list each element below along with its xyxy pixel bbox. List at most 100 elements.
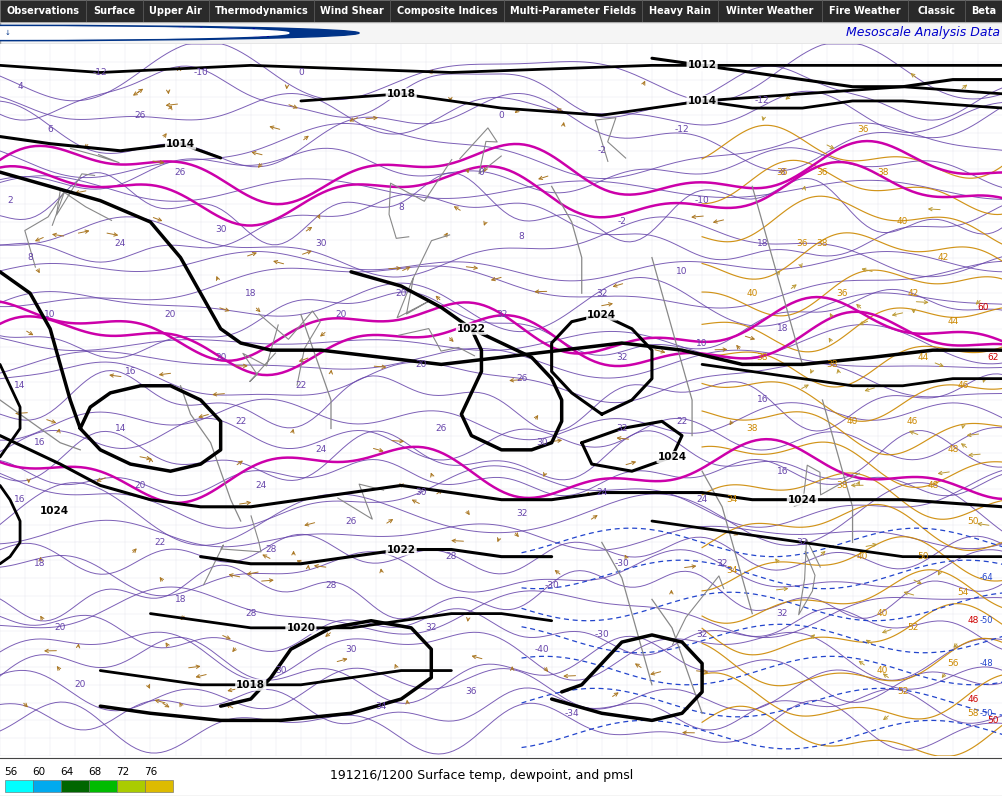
Text: 36: 36 [856, 125, 868, 134]
Text: 38: 38 [836, 481, 848, 490]
Text: 14: 14 [14, 381, 26, 390]
Text: -50: -50 [979, 708, 992, 718]
Text: 40: 40 [846, 417, 858, 426]
Text: 8: 8 [27, 253, 33, 262]
Text: Observations: Observations [6, 6, 79, 16]
Text: 1022: 1022 [387, 544, 415, 555]
Text: 1024: 1024 [656, 452, 686, 462]
Text: 18: 18 [34, 560, 46, 568]
Text: 26: 26 [345, 517, 357, 525]
Text: 18: 18 [174, 595, 186, 604]
Text: 1018: 1018 [387, 89, 415, 99]
Bar [503, 0, 641, 22]
Text: -50: -50 [979, 616, 992, 625]
Text: 10: 10 [44, 310, 56, 319]
Text: 24: 24 [114, 239, 126, 248]
Text: 32: 32 [715, 560, 727, 568]
Bar [89, 780, 117, 792]
Text: Mesoscale Analysis Data: Mesoscale Analysis Data [845, 26, 999, 39]
Text: 22: 22 [234, 417, 246, 426]
Text: 32: 32 [495, 310, 507, 319]
Text: -30: -30 [544, 580, 558, 590]
Text: 38: 38 [745, 424, 758, 433]
Bar [142, 0, 209, 22]
Text: 48: 48 [946, 445, 958, 455]
Text: -8: -8 [778, 168, 786, 177]
Bar [717, 0, 822, 22]
Text: 0: 0 [478, 168, 484, 177]
Text: 20: 20 [415, 360, 427, 369]
Text: 1012: 1012 [687, 60, 715, 70]
Text: -10: -10 [694, 196, 708, 205]
Text: 48: 48 [966, 616, 978, 625]
Text: 20: 20 [54, 623, 66, 632]
Text: -12: -12 [93, 68, 107, 77]
Bar [5, 780, 33, 792]
Text: 46: 46 [906, 417, 918, 426]
Text: 6: 6 [47, 125, 53, 134]
Text: 22: 22 [675, 417, 687, 426]
Text: ↓: ↓ [5, 30, 11, 36]
Text: 52: 52 [906, 623, 918, 632]
Text: 36: 36 [816, 168, 828, 177]
Circle shape [0, 27, 289, 39]
Text: 26: 26 [515, 374, 527, 383]
Text: -64: -64 [978, 573, 992, 583]
Text: 1020: 1020 [287, 622, 315, 633]
Text: 68: 68 [88, 767, 101, 777]
Text: 24: 24 [315, 445, 327, 455]
Bar [61, 780, 89, 792]
Text: 64: 64 [60, 767, 73, 777]
Text: 22: 22 [154, 538, 166, 547]
Text: 42: 42 [936, 253, 948, 262]
Text: 40: 40 [856, 552, 868, 561]
Text: 28: 28 [244, 609, 257, 618]
Text: 60: 60 [32, 767, 45, 777]
Text: 191216/1200 Surface temp, dewpoint, and pmsl: 191216/1200 Surface temp, dewpoint, and … [330, 770, 632, 782]
Bar [390, 0, 503, 22]
Text: 32: 32 [615, 353, 627, 361]
Text: -2: -2 [597, 146, 605, 155]
Text: 62: 62 [986, 353, 998, 361]
Text: 0: 0 [498, 111, 504, 119]
Text: 30: 30 [345, 645, 357, 654]
Text: 32: 32 [796, 538, 808, 547]
Text: 1014: 1014 [165, 139, 195, 149]
Bar [907, 0, 964, 22]
Text: 40: 40 [896, 217, 908, 227]
Text: 40: 40 [876, 666, 888, 675]
Text: 18: 18 [776, 324, 788, 334]
Text: Winter Weather: Winter Weather [725, 6, 813, 16]
Text: 54: 54 [956, 587, 968, 597]
Text: 32: 32 [695, 630, 707, 639]
Bar [85, 0, 142, 22]
Text: 24: 24 [255, 481, 267, 490]
Text: 14: 14 [114, 424, 126, 433]
Text: 22: 22 [295, 381, 307, 390]
Text: 26: 26 [435, 424, 447, 433]
Text: NOAA/NWS/Storm Prediction Center: NOAA/NWS/Storm Prediction Center [20, 26, 272, 39]
Text: 32: 32 [776, 609, 788, 618]
Text: 72: 72 [116, 767, 129, 777]
Text: 28: 28 [325, 580, 337, 590]
Text: 26: 26 [134, 111, 146, 119]
Text: Composite Indices: Composite Indices [396, 6, 497, 16]
Text: 2: 2 [7, 196, 13, 205]
Text: 50: 50 [916, 552, 928, 561]
Text: 34: 34 [725, 567, 737, 576]
Text: 1022: 1022 [457, 324, 485, 334]
Text: 46: 46 [956, 381, 968, 390]
Text: 32: 32 [615, 424, 627, 433]
Bar [641, 0, 717, 22]
Bar [209, 0, 314, 22]
Text: Heavy Rain: Heavy Rain [648, 6, 710, 16]
Text: Fire Weather: Fire Weather [829, 6, 900, 16]
Text: 8: 8 [518, 232, 524, 240]
Text: 32: 32 [515, 509, 527, 518]
Bar [822, 0, 907, 22]
Text: 38: 38 [826, 360, 838, 369]
Text: Thermodynamics: Thermodynamics [214, 6, 308, 16]
Text: 16: 16 [124, 367, 136, 376]
Text: 1024: 1024 [40, 506, 69, 516]
Text: -40: -40 [534, 645, 548, 654]
